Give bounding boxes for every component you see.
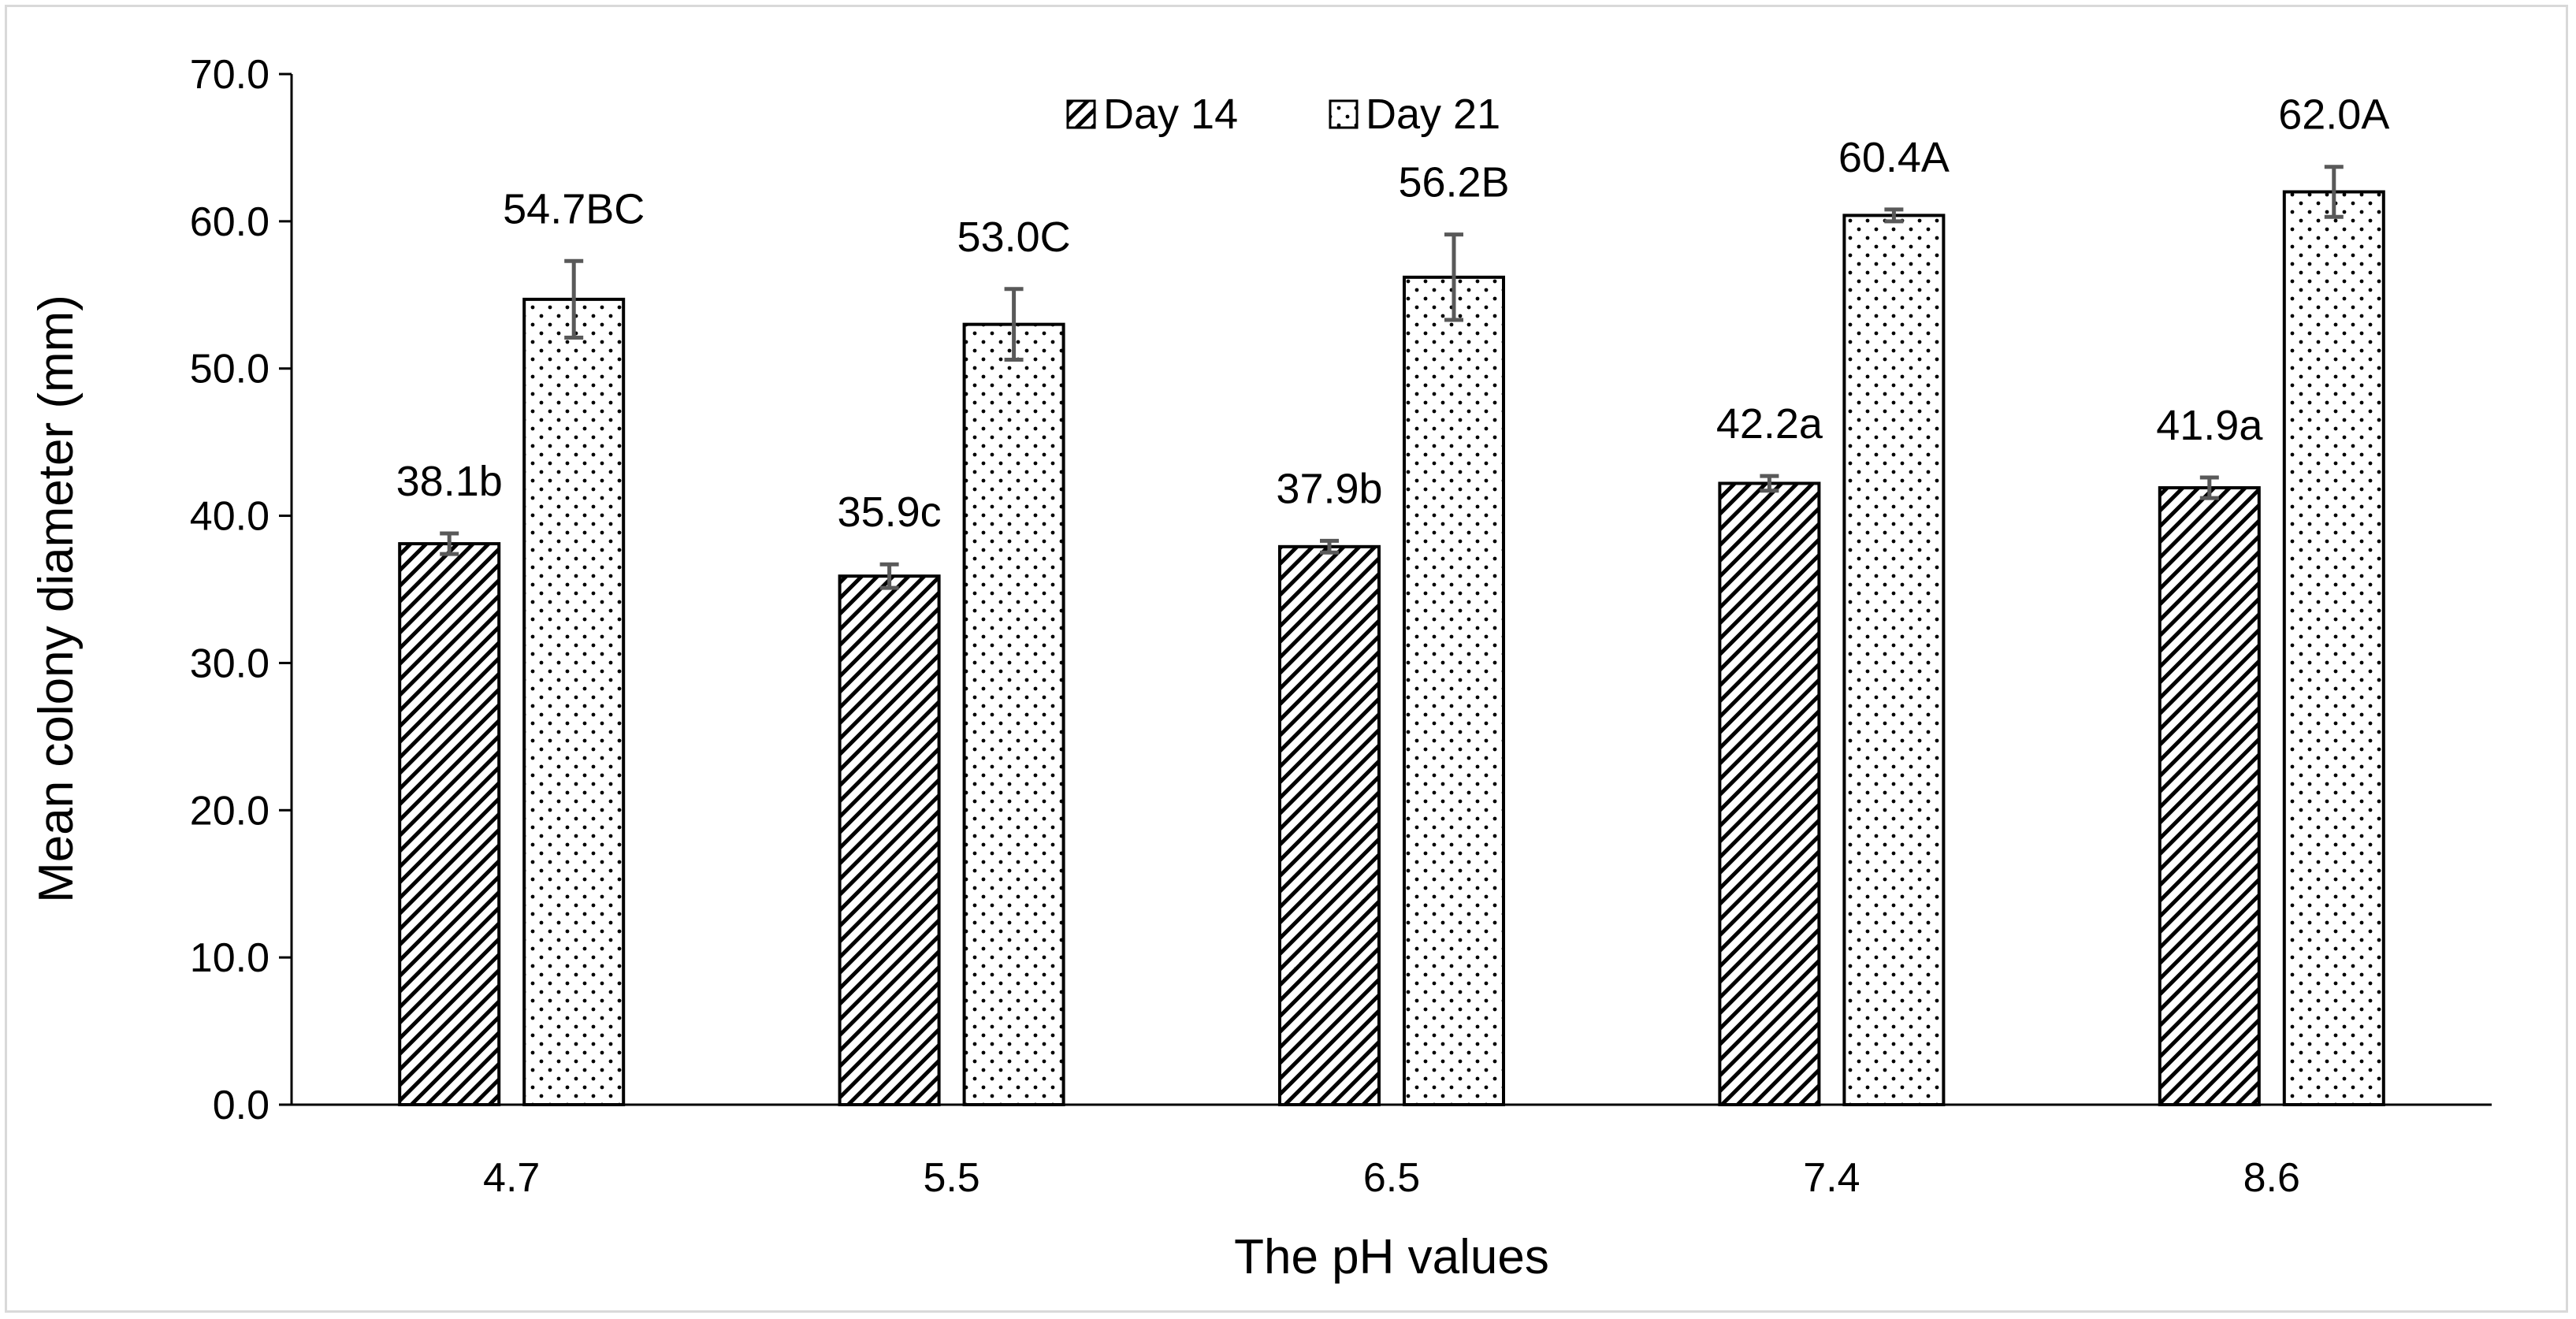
y-axis-title: Mean colony diameter (mm): [29, 295, 84, 903]
y-tick-label: 40.0: [190, 494, 269, 540]
y-tick-label: 60.0: [190, 199, 269, 245]
bar: [838, 574, 941, 1106]
data-label: 60.4A: [1838, 134, 1950, 181]
y-tick-label: 20.0: [190, 788, 269, 834]
bar: [1718, 481, 1821, 1106]
data-label: 53.0C: [957, 214, 1071, 261]
data-label: 56.2B: [1398, 159, 1509, 206]
error-bars: [440, 165, 2344, 590]
bar: [1842, 214, 1946, 1107]
y-tick-label: 10.0: [190, 935, 269, 981]
x-tick-label: 8.6: [2243, 1155, 2300, 1201]
x-tick-label: 6.5: [1363, 1155, 1420, 1201]
axes: [290, 74, 2492, 1106]
data-label: 42.2a: [1716, 400, 1823, 448]
y-tick-label: 50.0: [190, 347, 269, 392]
x-tick-label: 7.4: [1803, 1155, 1860, 1201]
bar: [1278, 544, 1381, 1106]
y-tick-label: 30.0: [190, 641, 269, 686]
x-axis-title: The pH values: [1234, 1230, 1549, 1284]
x-tick-label: 5.5: [923, 1155, 979, 1201]
data-label: 41.9a: [2156, 402, 2263, 449]
legend-label-day14: Day 14: [1103, 91, 1238, 138]
legend-swatch-day21: [1329, 99, 1359, 129]
bar: [2158, 486, 2261, 1106]
legend: Day 14 Day 21: [1066, 91, 1500, 138]
y-tick-label: 0.0: [213, 1083, 269, 1128]
bar: [398, 542, 501, 1106]
bar: [522, 297, 626, 1106]
bar-series: [398, 190, 2385, 1107]
data-label: 38.1b: [396, 458, 503, 505]
legend-label-day21: Day 21: [1366, 91, 1500, 138]
x-tick-label: 4.7: [483, 1155, 540, 1201]
data-label: 37.9b: [1276, 465, 1382, 512]
bar: [962, 322, 1065, 1106]
data-label: 62.0A: [2278, 91, 2389, 139]
legend-swatch-day14: [1066, 99, 1096, 129]
y-axis-ticks: 0.0 10.0 20.0 30.0 40.0 50.0 60.0 70.0: [190, 52, 292, 1128]
data-labels: 38.1b 35.9c 37.9b 42.2a 41.9a 54.7BC 53.0C 56.2…: [396, 91, 2390, 537]
data-label: 54.7BC: [503, 185, 645, 232]
y-tick-label: 70.0: [190, 52, 269, 98]
x-axis-ticks: 4.7 5.5 6.5 7.4 8.6: [483, 1155, 2300, 1201]
bar: [1403, 275, 1505, 1106]
data-label: 35.9c: [838, 489, 942, 536]
bar: [2282, 190, 2385, 1106]
